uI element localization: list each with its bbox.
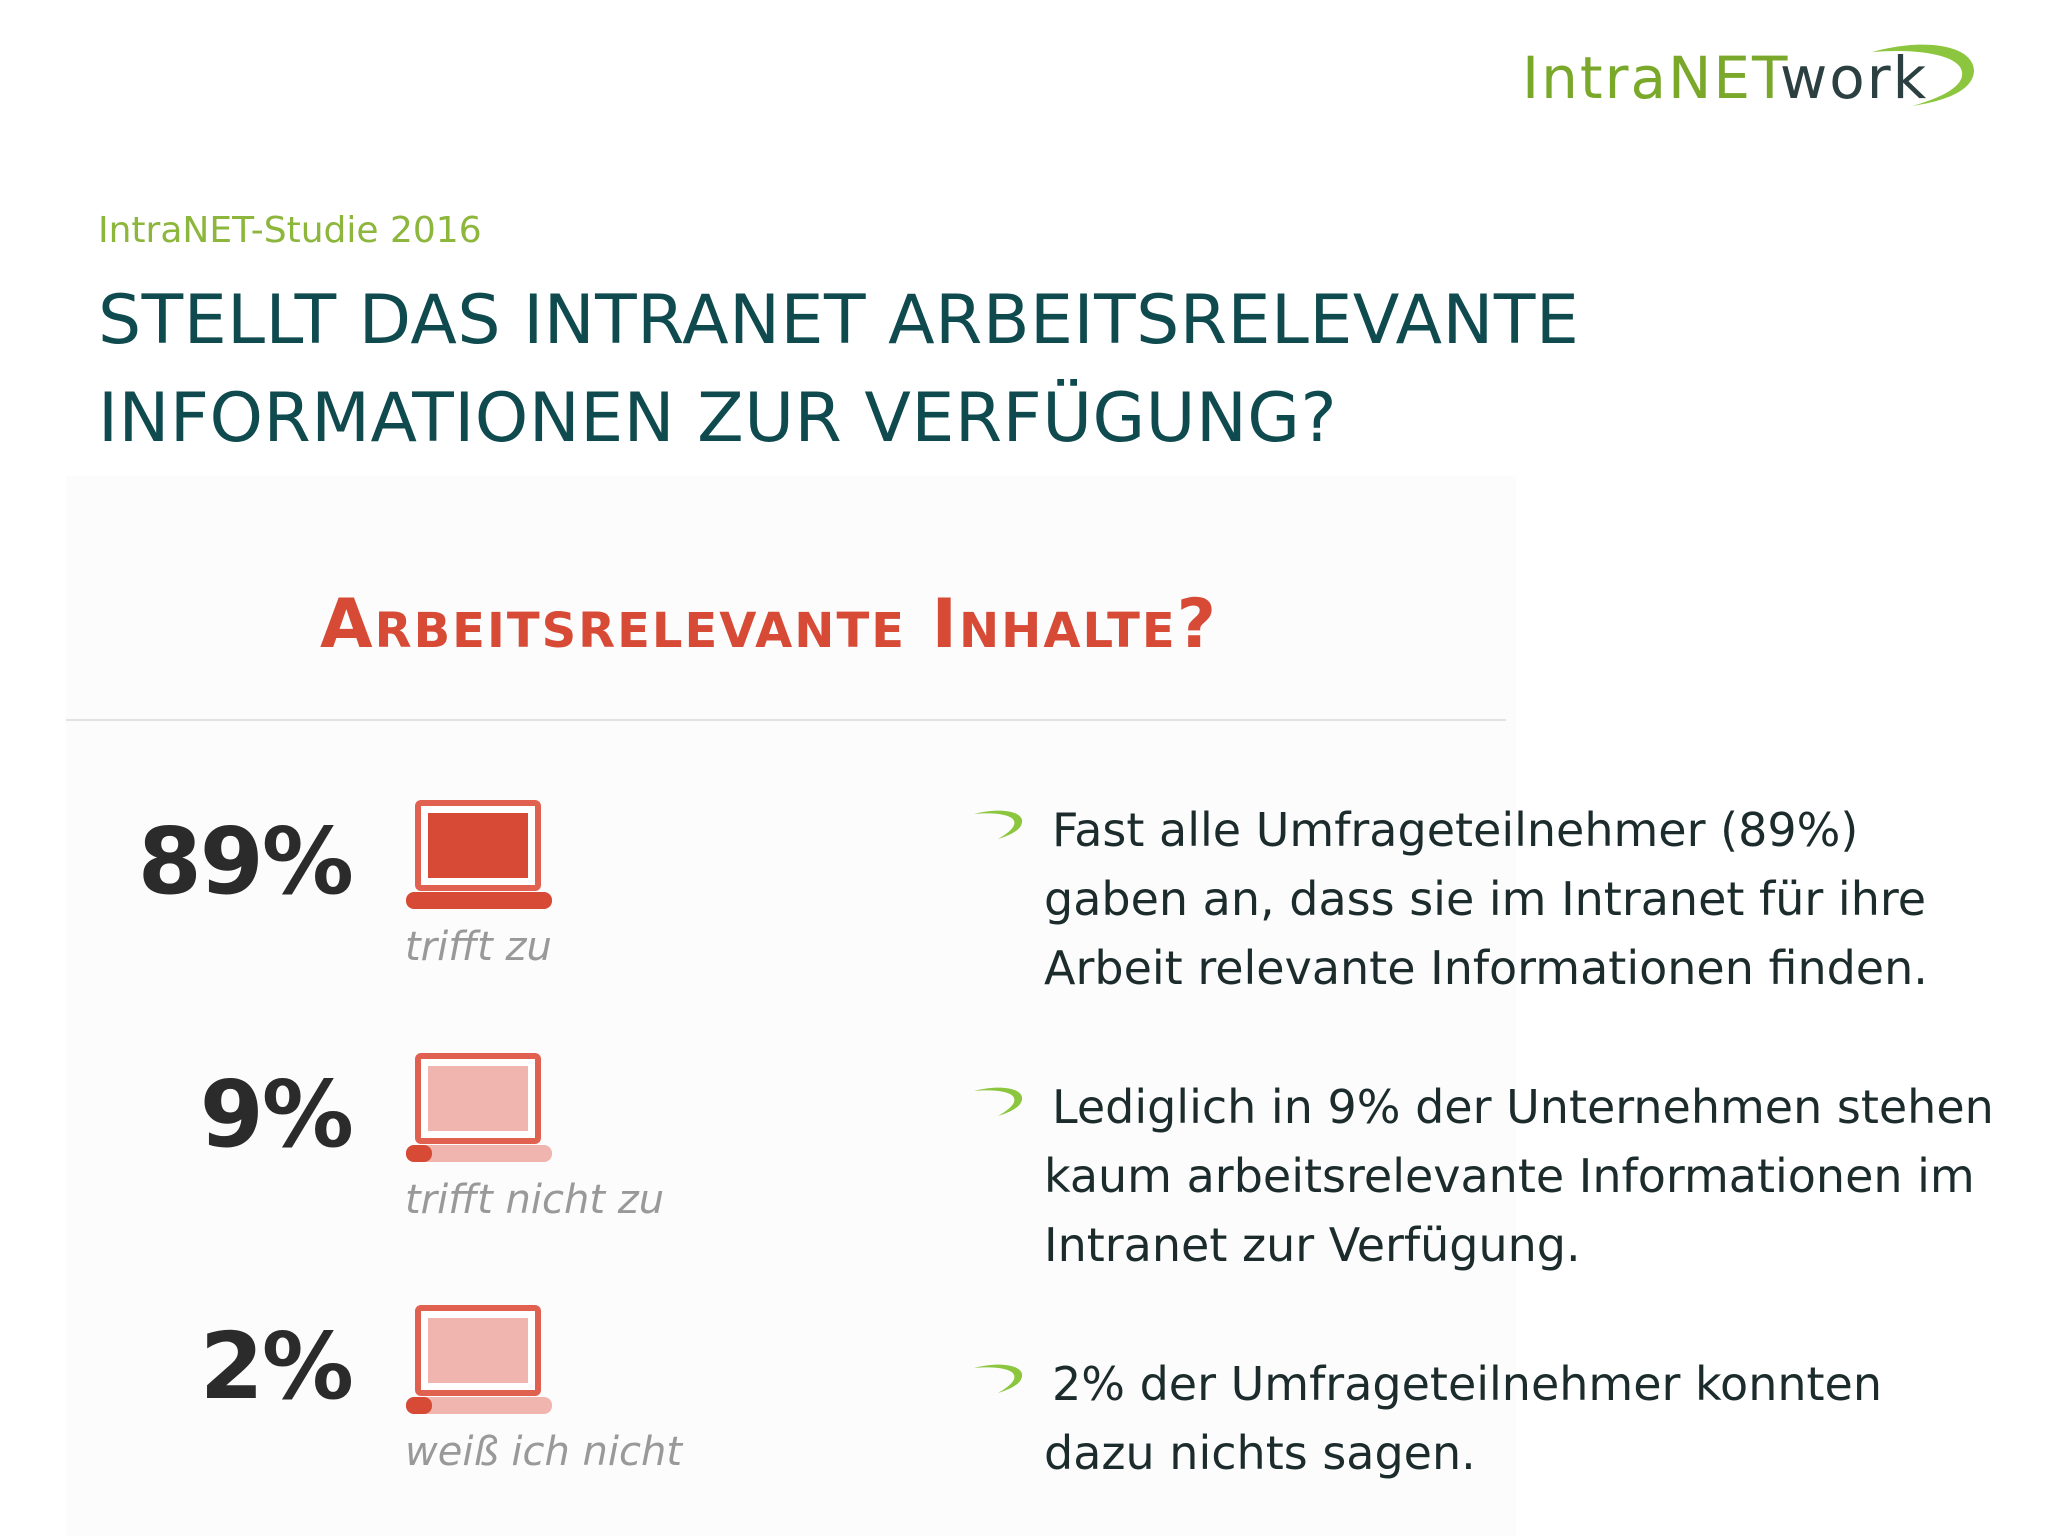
bullet-text: Lediglich in 9% der Unternehmen stehen k… [1044,1080,1994,1272]
laptop-icon [406,1053,552,1162]
infographic-panel [66,476,1516,1536]
page-title-line-1: STELLT DAS INTRANET ARBEITSRELEVANTE [98,281,1580,360]
stat-row: 9% trifft nicht zu [0,1053,900,1273]
swoosh-bullet-icon [974,810,1023,839]
study-label: IntraNET-Studie 2016 [98,210,482,251]
bullet-text: Fast alle Umfrageteilnehmer (89%) gaben … [1044,803,1928,995]
stat-row: 2% weiß ich nicht [0,1305,900,1525]
laptop-icon [406,800,552,909]
stat-value: 9% [199,1061,354,1168]
laptop-icon [406,1305,552,1414]
swoosh-bullet-icon [974,1087,1023,1116]
logo-text-intranet: IntraNET [1522,44,1780,112]
logo-text-work: work [1779,44,1929,112]
stat-value: 2% [199,1313,354,1420]
divider [66,719,1506,721]
swoosh-bullet-icon [974,1364,1023,1393]
bullet-text: 2% der Umfrageteilnehmer konnten dazu ni… [1044,1357,1882,1480]
stat-value: 89% [137,808,354,915]
stat-row: 89% trifft zu [0,800,900,1020]
logo-wordmark: IntraNETwork [1522,44,1928,112]
stat-label: trifft nicht zu [405,1177,665,1223]
stat-label: trifft zu [405,924,552,970]
stat-label: weiß ich nicht [405,1429,683,1475]
chart-title: Arbeitsrelevante Inhalte? [320,585,1219,664]
page-title-line-2: INFORMATIONEN ZUR VERFÜGUNG? [98,379,1338,458]
company-logo: IntraNETwork [1522,36,1982,116]
page-title: STELLT DAS INTRANET ARBEITSRELEVANTE INF… [98,272,1579,468]
logo-swoosh-icon [1872,44,1974,106]
